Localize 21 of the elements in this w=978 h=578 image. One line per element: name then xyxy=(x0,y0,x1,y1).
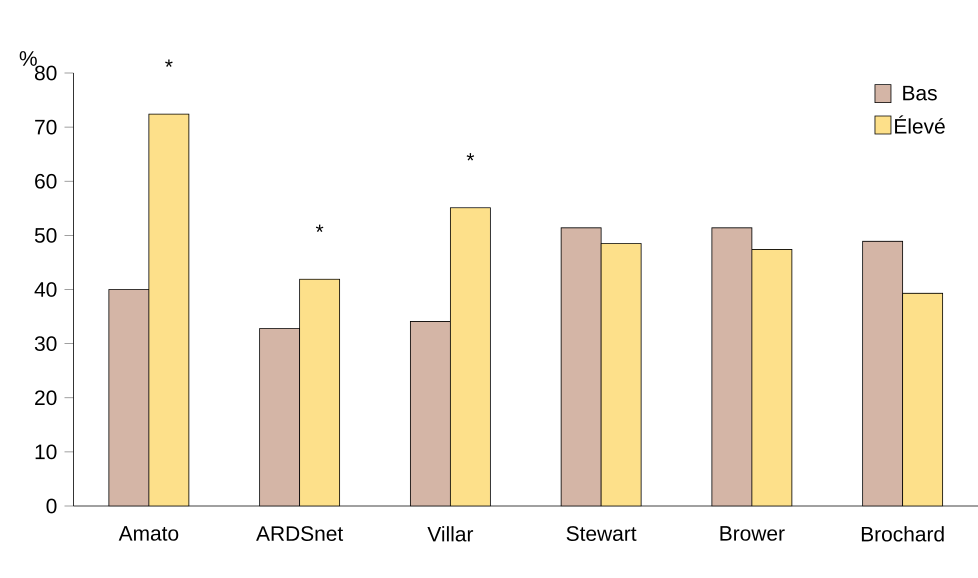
x-tick-label: Brochard xyxy=(862,526,944,542)
annotation: * xyxy=(165,60,173,67)
x-tick-label: ARDSnet xyxy=(256,526,344,541)
x-tick-label: Amato xyxy=(118,526,178,541)
y-tick-label: 50 xyxy=(34,228,56,243)
y-axis-title: % xyxy=(20,51,37,66)
y-tick-label: 40 xyxy=(34,282,56,297)
y-tick-label: 30 xyxy=(34,336,56,352)
x-tick-label: Stewart xyxy=(566,526,636,541)
annotation: * xyxy=(466,153,474,161)
x-tick-label: Villar xyxy=(427,526,474,542)
y-tick-label: 70 xyxy=(35,120,56,135)
y-tick-label: 0 xyxy=(46,498,57,514)
legend-label: Élevé xyxy=(895,115,945,134)
legend-label: Bas xyxy=(903,86,937,100)
x-tick-label: Brower xyxy=(720,526,785,541)
y-tick-label: 80 xyxy=(34,66,56,80)
y-tick-label: 10 xyxy=(36,444,56,460)
y-tick-label: 60 xyxy=(35,174,56,189)
y-tick-label: 20 xyxy=(35,390,56,406)
annotation: * xyxy=(316,224,324,232)
